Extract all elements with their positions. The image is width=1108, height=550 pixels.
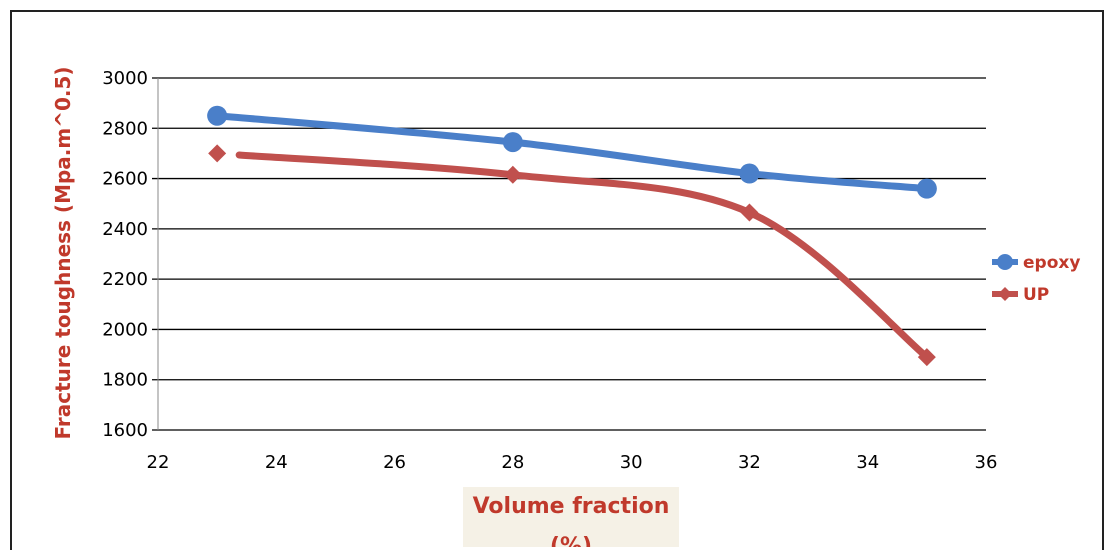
data-point <box>739 163 760 184</box>
y-tick-label: 2800 <box>102 118 148 139</box>
y-tick-labels: 1600 1800 2000 2200 2400 2600 2800 3000 <box>102 68 148 441</box>
x-tick-label: 26 <box>383 452 406 473</box>
data-point <box>740 203 759 222</box>
x-tick-label: 24 <box>265 452 288 473</box>
legend: epoxy UP <box>992 253 1080 305</box>
series-up <box>208 144 936 367</box>
y-tick-label: 2200 <box>102 269 148 290</box>
x-tick-label: 32 <box>738 452 761 473</box>
data-point <box>916 178 937 199</box>
series-line-epoxy <box>213 112 931 193</box>
y-tick-label: 2000 <box>102 319 148 340</box>
x-axis-label-line-2: (%) <box>549 534 593 547</box>
series-epoxy <box>207 105 937 199</box>
x-axis-label: Volume fraction (%) <box>463 487 679 547</box>
legend-item-epoxy: epoxy <box>992 253 1080 273</box>
x-tick-label: 36 <box>975 452 998 473</box>
y-tick-label: 3000 <box>102 68 148 89</box>
data-point <box>917 348 936 367</box>
y-axis-label: Fracture toughness (Mpa.m^0.5) <box>51 66 75 439</box>
data-point <box>208 144 227 163</box>
series <box>207 105 937 367</box>
legend-marker <box>997 254 1013 270</box>
gridlines <box>152 77 986 431</box>
x-tick-label: 34 <box>856 452 879 473</box>
y-tick-label: 2400 <box>102 219 148 240</box>
data-point <box>207 105 228 126</box>
x-axis-label-line-1: Volume fraction <box>472 494 670 519</box>
legend-label: UP <box>1023 285 1049 305</box>
x-tick-label: 30 <box>620 452 643 473</box>
x-tick-label: 28 <box>501 452 524 473</box>
y-tick-label: 2600 <box>102 169 148 190</box>
legend-item-up: UP <box>992 285 1049 305</box>
y-tick-label: 1600 <box>102 420 148 441</box>
x-tick-labels: 22 24 26 28 30 32 34 36 <box>147 452 998 473</box>
series-line-up <box>235 151 931 361</box>
data-point <box>503 165 522 184</box>
legend-marker <box>998 287 1012 301</box>
x-tick-label: 22 <box>147 452 170 473</box>
y-tick-label: 1800 <box>102 370 148 391</box>
data-point <box>502 132 523 153</box>
legend-label: epoxy <box>1023 253 1080 273</box>
chart-frame <box>10 10 1104 550</box>
